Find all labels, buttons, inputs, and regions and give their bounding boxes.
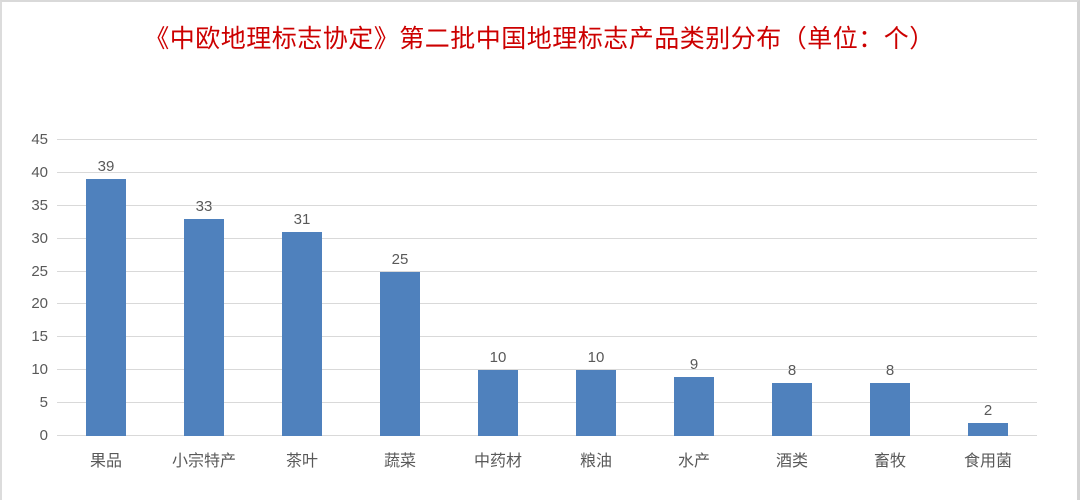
gridline	[57, 369, 1037, 371]
y-tick-label: 25	[31, 262, 48, 280]
bar-slot: 33	[155, 140, 253, 436]
gridline	[57, 402, 1037, 404]
x-category-label: 小宗特产	[171, 453, 236, 470]
y-tick-label: 30	[31, 229, 48, 247]
y-tick-label: 0	[39, 427, 48, 444]
bar-value-label: 39	[97, 158, 115, 176]
bar-slot: 39	[57, 140, 155, 436]
bar	[674, 376, 714, 436]
x-category-label: 水产	[677, 453, 710, 470]
bar-value-label: 2	[983, 401, 993, 419]
bar-value-label: 9	[689, 355, 699, 373]
bar	[282, 232, 322, 436]
bar	[576, 370, 616, 436]
bar-value-label: 25	[391, 250, 409, 268]
bar-value-label: 31	[293, 211, 311, 229]
bar-slot: 10	[547, 140, 645, 436]
bar-slot: 31	[253, 140, 351, 436]
gridline	[57, 171, 1037, 173]
bar	[86, 179, 126, 436]
bar-slot: 25	[351, 140, 449, 436]
bar-slot: 8	[743, 140, 841, 436]
y-tick-label: 5	[39, 394, 48, 412]
bar-series: 39 33 31 25 10 10 9 8 8 2	[57, 140, 1037, 436]
x-category-label: 果品	[89, 453, 122, 470]
x-category-label: 酒类	[775, 453, 808, 470]
bar-value-label: 8	[787, 362, 797, 380]
gridline	[57, 237, 1037, 239]
plot-area: 39 33 31 25 10 10 9 8 8 2	[57, 139, 1037, 436]
bar-value-label: 10	[489, 349, 507, 367]
bar-slot: 10	[449, 140, 547, 436]
bar	[478, 370, 518, 436]
gridline	[57, 204, 1037, 206]
y-tick-label: 40	[31, 163, 48, 181]
gridline	[57, 139, 1037, 140]
y-tick-label: 35	[31, 196, 48, 214]
bar	[870, 383, 910, 436]
bar-value-label: 10	[587, 349, 605, 367]
y-tick-label: 15	[31, 328, 48, 346]
x-category-label: 畜牧	[873, 453, 906, 470]
bar-slot: 8	[841, 140, 939, 436]
bar	[772, 383, 812, 436]
gridline	[57, 303, 1037, 305]
gridline	[57, 336, 1037, 338]
bar-value-label: 8	[885, 362, 895, 380]
chart-title: 《中欧地理标志协定》第二批中国地理标志产品类别分布（单位：个）	[144, 25, 935, 53]
bar-slot: 9	[645, 140, 743, 436]
x-axis: 果品 小宗特产 茶叶 蔬菜 中药材 粮油 水产 酒类 畜牧 食用菌	[57, 447, 1037, 471]
bar-value-label: 33	[195, 197, 213, 215]
y-tick-label: 10	[31, 361, 48, 379]
gridline	[57, 435, 1037, 436]
x-category-label: 粮油	[579, 453, 612, 470]
x-category-label: 食用菌	[963, 453, 1012, 470]
y-tick-label: 45	[31, 131, 48, 148]
y-tick-label: 20	[31, 295, 48, 313]
bar	[380, 271, 420, 436]
bar	[184, 218, 224, 436]
x-category-label: 蔬菜	[383, 453, 416, 470]
x-category-label: 中药材	[473, 453, 522, 470]
x-category-label: 茶叶	[285, 453, 318, 470]
bar-slot: 2	[939, 140, 1037, 436]
gridline	[57, 270, 1037, 272]
bar	[968, 422, 1008, 436]
